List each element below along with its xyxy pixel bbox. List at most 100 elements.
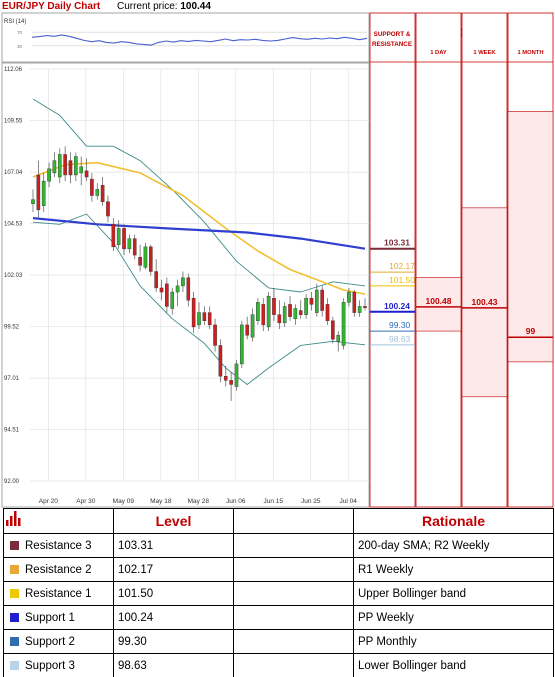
candle-body [347,291,351,303]
sr-level-label: 100.24 [384,301,410,311]
forecast-value-label: 100.43 [472,297,498,307]
rsi-level-70-label: 70 [17,30,23,35]
candle-body [154,271,158,289]
level-name-cell: Resistance 3 [3,533,114,558]
level-color-swatch [10,588,19,598]
level-color-swatch [10,660,19,670]
level-value: 100.24 [113,605,234,630]
sr-header-line2: RESISTANCE [372,41,412,48]
level-rationale: R1 Weekly [353,557,554,582]
rsi-line [31,34,368,46]
candle-body [320,289,324,311]
x-tick-label: Jul 04 [340,498,358,505]
candle-body [165,283,169,307]
x-tick-label: Jun 06 [226,498,246,505]
candle-body [111,224,116,248]
x-tick-label: May 28 [188,498,210,505]
candle-body [288,304,292,317]
level-name-cell: Support 3 [3,653,114,677]
candle-body [240,324,244,365]
table-row: Resistance 1 101.50 Upper Bollinger band [3,581,554,606]
candle-body [127,238,132,250]
sr-level-label: 101.50 [389,275,415,285]
forecast-column-label: 1 MONTH [517,50,543,56]
level-empty-cell [233,605,354,630]
price-panel-frame [1,62,370,508]
level-color-swatch [10,540,19,550]
level-rationale: Lower Bollinger band [353,653,554,677]
candle-body [250,314,255,338]
candle-body [331,320,335,340]
current-price-value: 100.44 [180,1,211,12]
candle-body [272,298,276,315]
level-value: 103.31 [113,533,234,558]
candle-body [41,180,46,206]
candle-body [191,298,196,328]
level-name: Support 1 [25,611,75,624]
candle-body [218,345,223,377]
x-tick-label: Apr 30 [76,498,96,505]
candle-body [352,291,357,313]
candle-body [245,324,249,336]
candle-body [90,178,94,196]
forecast-column-label: 1 DAY [430,50,447,56]
y-tick-label: 99.52 [4,325,20,331]
bollinger-upper-band [32,98,366,293]
candle-body [47,168,51,182]
level-name: Support 2 [25,635,75,648]
table-row: Resistance 2 102.17 R1 Weekly [3,557,554,582]
level-rationale: 200-day SMA; R2 Weekly [353,533,554,558]
level-value: 99.30 [113,629,234,654]
candle-body [181,277,185,287]
candle-body [261,304,266,326]
sr-level-label: 102.17 [389,261,415,271]
level-empty-cell [233,533,354,558]
x-tick-label: May 09 [113,498,135,505]
rsi-level-30-label: 30 [17,44,23,49]
forecast-value-label: 100.48 [426,296,452,306]
candle-body [57,154,62,178]
level-name: Resistance 1 [25,587,92,600]
candle-body [122,228,126,250]
level-name-cell: Support 2 [3,629,114,654]
candle-body [298,310,303,315]
candle-body [149,246,153,272]
candle-body [63,154,67,176]
y-tick-label: 112.06 [4,67,23,73]
level-name: Support 3 [25,659,75,672]
candle-body [132,238,137,256]
forecast-range-band [507,111,554,363]
table-header-rationale: Rationale [353,508,554,534]
forecast-range-band [461,207,508,398]
level-rationale: PP Weekly [353,605,554,630]
level-name: Resistance 3 [25,539,92,552]
level-rationale: PP Monthly [353,629,554,654]
level-empty-cell [233,581,354,606]
candle-body [159,287,164,293]
table-header-spacer [233,508,354,534]
candle-body [175,285,180,293]
y-tick-label: 97.01 [4,376,20,382]
candle-body [79,166,83,174]
candle-body [293,308,298,319]
candle-body [234,363,239,387]
candle-body [84,170,89,178]
level-value: 98.63 [113,653,234,677]
eurjpy-chart: RSI (14) 70 30 112.06 109.55 107.04 104.53 102.… [1,12,554,508]
candle-body [325,304,330,322]
candle-body [357,306,362,313]
candle-body [106,201,110,217]
candle-body [304,298,308,315]
forecast-column-label: 1 WEEK [473,50,496,56]
table-header-icon-cell [3,508,114,534]
candle-body [116,228,121,246]
candle-body [282,306,287,324]
x-tick-label: Jun 25 [301,498,321,505]
sr-level-label: 98.63 [389,334,411,344]
candle-body [186,277,191,301]
candle-body [277,314,282,324]
candle-body [266,295,271,328]
x-tick-label: Jun 15 [263,498,283,505]
candle-body [341,302,346,346]
x-tick-label: Apr 20 [39,498,59,505]
